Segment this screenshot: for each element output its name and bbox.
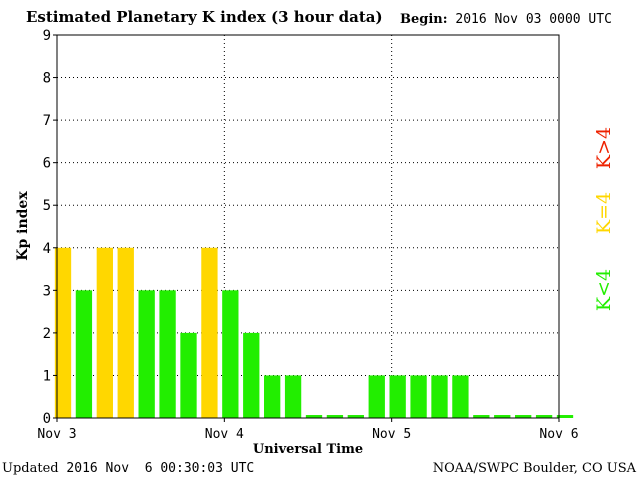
kp-bar <box>159 290 176 418</box>
x-tick-label: Nov 5 <box>372 427 411 442</box>
legend-above: K>4 <box>593 127 615 169</box>
y-tick-label: 4 <box>43 241 51 257</box>
y-tick-label: 9 <box>43 28 51 44</box>
kp-bar <box>535 415 553 418</box>
kp-bar <box>201 247 218 418</box>
kp-bar <box>410 375 427 418</box>
kp-bar <box>556 415 574 418</box>
legend-equal: K=4 <box>593 192 615 234</box>
y-tick-label: 1 <box>43 368 51 384</box>
kp-bar <box>347 415 364 418</box>
kp-bar <box>54 247 72 418</box>
y-tick-label: 0 <box>43 411 51 427</box>
kp-bar <box>473 415 490 418</box>
updated-label: Updated <box>2 461 59 476</box>
kp-bar <box>431 375 448 418</box>
chart-title: Estimated Planetary K index (3 hour data… <box>26 8 383 26</box>
kp-bar <box>243 332 260 418</box>
kp-bar <box>368 375 385 418</box>
kp-bar <box>180 332 197 418</box>
y-tick-label: 6 <box>43 156 51 172</box>
source-credit: NOAA/SWPC Boulder, CO USA <box>432 461 636 476</box>
y-tick-label: 2 <box>43 326 51 342</box>
x-axis-label: Universal Time <box>253 442 363 457</box>
begin-info: Begin: 2016 Nov 03 0000 UTC <box>400 12 612 27</box>
y-tick-label: 8 <box>43 71 51 87</box>
y-axis-label: Kp index <box>15 191 31 261</box>
x-tick-labels: Nov 3 Nov 4 Nov 5 Nov 6 <box>37 418 579 442</box>
kp-bar <box>96 247 113 418</box>
kp-bar <box>75 290 93 418</box>
y-tick-label: 7 <box>43 113 51 129</box>
updated-info: Updated 2016 Nov 6 00:30:03 UTC <box>2 461 254 476</box>
x-tick-label: Nov 4 <box>205 427 244 442</box>
bar-series <box>54 247 574 418</box>
kp-bar <box>305 415 323 418</box>
kp-bar <box>138 290 155 418</box>
updated-value: 2016 Nov 6 00:30:03 UTC <box>66 461 255 476</box>
plot-frame <box>56 34 560 419</box>
kp-bar <box>515 415 532 418</box>
begin-value: 2016 Nov 03 0000 UTC <box>455 12 612 27</box>
kp-bar <box>389 375 406 418</box>
kp-bar <box>326 415 344 418</box>
y-tick-label: 5 <box>43 198 51 214</box>
kp-bar <box>284 375 302 418</box>
kp-bar <box>222 290 239 418</box>
begin-label: Begin: <box>400 12 448 27</box>
y-tick-labels: 0 1 2 3 4 5 6 7 8 9 <box>43 28 57 427</box>
x-tick-label: Nov 3 <box>37 427 76 442</box>
legend-below: K<4 <box>593 269 615 311</box>
kp-bar <box>452 375 469 418</box>
kp-bar <box>264 375 281 418</box>
x-tick-label: Nov 6 <box>539 427 578 442</box>
y-tick-label: 3 <box>43 283 51 299</box>
kp-bar <box>494 415 511 418</box>
kp-bar <box>117 247 134 418</box>
